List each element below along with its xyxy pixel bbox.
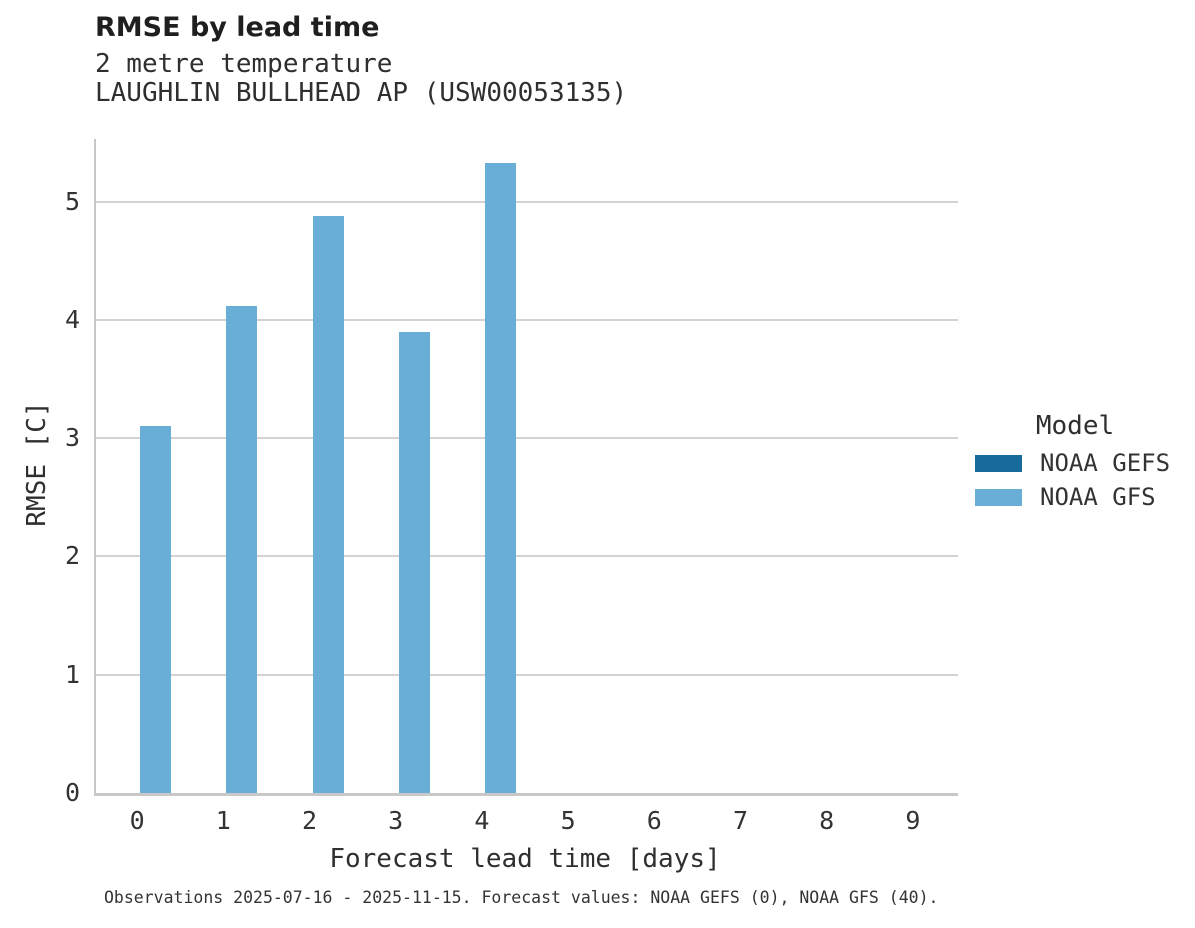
- gridline-y-5: [96, 200, 958, 203]
- x-axis-title: Forecast lead time [days]: [329, 844, 721, 874]
- x-tick-label-5: 5: [560, 806, 576, 835]
- x-tick-label-4: 4: [474, 806, 490, 835]
- y-tick-label-5: 5: [64, 186, 80, 216]
- legend-title: Model: [1035, 411, 1115, 441]
- legend-item-noaa-gefs: NOAA GEFS: [975, 446, 1175, 480]
- plot-area: [94, 139, 958, 796]
- x-tick-label-7: 7: [732, 806, 749, 835]
- legend-label: NOAA GEFS: [1040, 449, 1171, 477]
- bar-noaa-gfs-lead-4: [484, 162, 516, 793]
- chart-subtitle-variable: 2 metre temperature: [95, 49, 393, 79]
- bar-noaa-gfs-lead-2: [312, 215, 344, 793]
- chart-title: RMSE by lead time: [95, 12, 380, 43]
- gridline-y-1: [96, 673, 958, 676]
- legend-swatch-noaa-gfs: [975, 488, 1022, 506]
- y-tick-label-2: 2: [64, 541, 80, 571]
- gridline-y-2: [96, 555, 958, 558]
- x-tick-label-1: 1: [215, 806, 231, 835]
- x-tick-label-9: 9: [905, 806, 921, 835]
- gridline-y-3: [96, 437, 958, 440]
- legend: Model NOAA GEFS NOAA GFS: [975, 410, 1175, 514]
- x-tick-label-6: 6: [646, 806, 662, 835]
- bar-noaa-gfs-lead-1: [226, 305, 258, 793]
- gridline-y-4: [96, 318, 958, 321]
- chart-subtitle-station: LAUGHLIN BULLHEAD AP (USW00053135): [95, 78, 628, 108]
- bar-noaa-gfs-lead-0: [140, 426, 172, 793]
- bar-noaa-gfs-lead-3: [398, 331, 430, 793]
- y-tick-label-4: 4: [64, 304, 80, 334]
- x-tick-label-2: 2: [301, 806, 318, 835]
- x-tick-label-0: 0: [129, 806, 145, 835]
- chart-caption: Observations 2025-07-16 - 2025-11-15. Fo…: [104, 888, 939, 907]
- y-axis-title: RMSE [C]: [22, 401, 52, 527]
- y-tick-label-3: 3: [64, 423, 80, 453]
- legend-label: NOAA GFS: [1040, 483, 1156, 511]
- legend-item-noaa-gfs: NOAA GFS: [975, 480, 1175, 514]
- x-tick-label-3: 3: [388, 806, 404, 835]
- x-tick-label-8: 8: [819, 806, 835, 835]
- y-tick-label-0: 0: [64, 778, 80, 807]
- y-tick-label-1: 1: [64, 659, 80, 689]
- legend-items: NOAA GEFS NOAA GFS: [975, 446, 1175, 514]
- legend-swatch-noaa-gefs: [975, 454, 1022, 472]
